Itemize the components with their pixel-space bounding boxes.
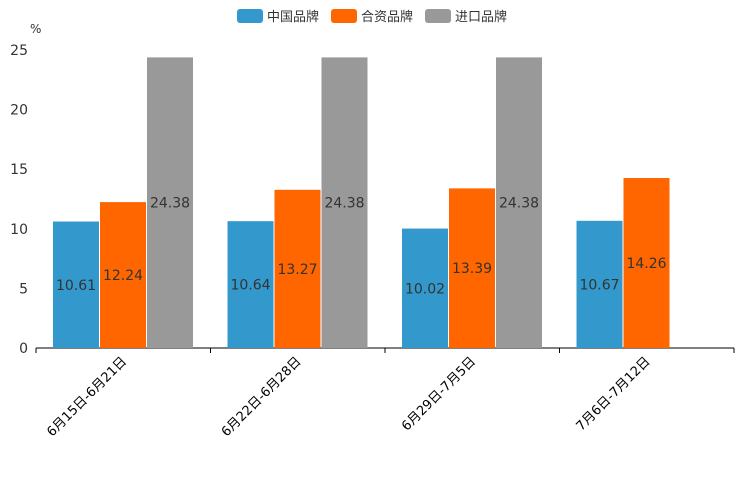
legend-item-0[interactable]: 中国品牌 (236, 6, 319, 25)
bar-0-1[interactable] (227, 221, 274, 348)
bar-2-1[interactable] (321, 57, 368, 348)
bar-2-0[interactable] (147, 57, 193, 348)
data-label: 24.38 (324, 196, 364, 212)
data-label: 14.26 (626, 256, 666, 272)
legend-label: 进口品牌 (455, 10, 508, 25)
data-label: 10.64 (230, 278, 270, 294)
bar-0-3[interactable] (576, 220, 623, 348)
bar-1-0[interactable] (100, 202, 146, 348)
y-axis-unit-label: % (30, 22, 41, 36)
legend-item-1[interactable]: 合资品牌 (330, 6, 413, 25)
bar-1-3[interactable] (623, 178, 670, 348)
legend-label: 中国品牌 (266, 10, 319, 25)
legend-label: 合资品牌 (360, 10, 413, 25)
data-label: 24.38 (150, 196, 190, 212)
x-tick-label: 6月29日-7月5日 (399, 354, 479, 434)
y-tick-label: 10 (10, 222, 28, 238)
legend-swatch (330, 8, 357, 23)
bar-1-1[interactable] (274, 189, 321, 348)
data-label: 24.38 (499, 196, 539, 212)
bar-2-2[interactable] (496, 57, 542, 348)
data-label: 10.02 (405, 281, 445, 297)
data-label: 13.39 (452, 261, 492, 277)
legend-swatch (236, 8, 263, 23)
x-tick-label: 6月22日-6月28日 (219, 354, 305, 440)
data-label: 10.61 (56, 278, 96, 294)
x-tick-label: 7月6日-7月12日 (574, 354, 654, 434)
y-tick-label: 15 (10, 162, 28, 178)
legend-swatch (425, 8, 451, 23)
legend-item-2[interactable]: 进口品牌 (425, 6, 507, 25)
x-tick-label: 6月15日-6月21日 (44, 354, 130, 440)
bar-0-2[interactable] (402, 228, 448, 348)
y-tick-label: 5 (19, 281, 28, 297)
y-tick-label: 20 (10, 103, 28, 119)
bar-0-0[interactable] (53, 221, 99, 348)
bar-1-2[interactable] (449, 188, 495, 348)
legend: 中国品牌 合资品牌 进口品牌 (0, 6, 744, 25)
y-tick-label: 0 (19, 341, 28, 357)
y-tick-label: 25 (10, 43, 28, 59)
data-label: 10.67 (579, 277, 619, 293)
data-label: 12.24 (103, 268, 143, 284)
data-label: 13.27 (277, 262, 317, 278)
